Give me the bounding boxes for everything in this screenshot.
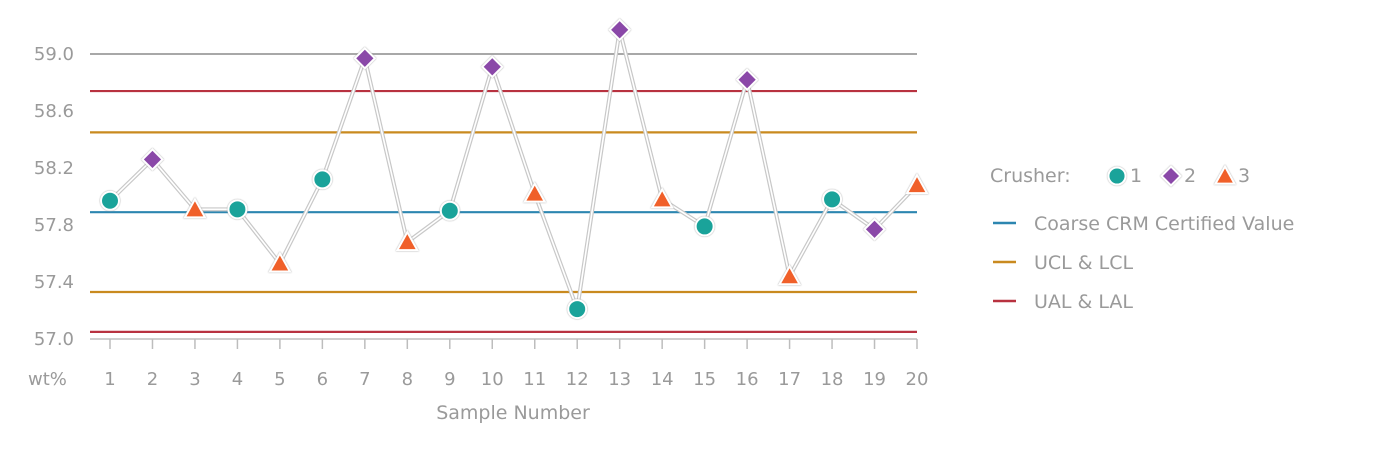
- data-line: [109, 28, 918, 310]
- x-tick-label: 14: [651, 369, 674, 390]
- data-point-sample-14: [650, 187, 674, 209]
- legend-crusher-label: 2: [1184, 165, 1196, 187]
- x-axis-title: Sample Number: [436, 402, 590, 424]
- x-tick-label: 17: [778, 369, 801, 390]
- x-tick-label: 4: [232, 369, 243, 390]
- legend-diamond-icon: [1160, 165, 1182, 187]
- reference-lines: [90, 89, 917, 333]
- data-point-sample-15: [694, 216, 715, 237]
- data-point-sample-16: [735, 68, 759, 92]
- data-point-sample-18: [822, 189, 843, 210]
- legend-line-items: Coarse CRM Certified Value UCL & LCL UAL &…: [993, 213, 1294, 313]
- data-point-sample-8: [395, 230, 420, 252]
- legend-triangle-icon: [1213, 164, 1237, 185]
- x-tick-label: 1: [104, 369, 115, 390]
- legend-crusher-title: Crusher:: [990, 165, 1071, 187]
- data-point-sample-6: [312, 169, 333, 190]
- legend-line-label: Coarse CRM Certified Value: [1034, 213, 1294, 235]
- x-tick-label: 2: [147, 369, 158, 390]
- legend-line-label: UCL & LCL: [1034, 252, 1134, 274]
- data-point-sample-19: [863, 217, 886, 241]
- data-point-sample-11: [523, 181, 547, 203]
- x-tick-label: 16: [736, 369, 759, 390]
- legend: Crusher: 1 2 3 Coarse CRM Certified Value U…: [990, 164, 1294, 313]
- data-point-sample-1: [100, 190, 120, 211]
- data-point-sample-2: [141, 148, 164, 171]
- legend-crusher-label: 3: [1238, 165, 1250, 187]
- x-tick-label: 9: [444, 369, 455, 390]
- x-axis-ticks: 1 2 3 4 5 6 7 8 9 10 11 12 13 14 15 16 17 18 19 20: [104, 339, 928, 390]
- x-tick-label: 10: [481, 369, 504, 390]
- data-point-sample-4: [227, 199, 248, 220]
- data-point-sample-17: [777, 264, 802, 286]
- x-tick-label: 13: [608, 369, 631, 390]
- y-axis-ticks: 57.0 57.4 57.8 58.2 58.6 59.0: [34, 44, 74, 350]
- data-markers: [100, 18, 929, 320]
- x-tick-label: 5: [274, 369, 285, 390]
- legend-crusher-items: 1 2 3: [1107, 164, 1250, 187]
- data-point-sample-7: [353, 46, 377, 70]
- x-tick-label: 19: [863, 369, 886, 390]
- x-tick-label: 8: [402, 369, 413, 390]
- x-tick-label: 15: [693, 369, 716, 390]
- data-point-sample-13: [608, 18, 632, 42]
- legend-circle-icon: [1107, 166, 1127, 186]
- y-tick-label: 57.4: [34, 272, 74, 293]
- data-line-outline: [108, 27, 919, 312]
- x-tick-label: 11: [523, 369, 546, 390]
- y-tick-label: 57.8: [34, 215, 74, 236]
- y-unit-label: wt%: [28, 369, 67, 390]
- legend-crusher-label: 1: [1130, 165, 1142, 187]
- x-tick-label: 20: [906, 369, 929, 390]
- data-point-sample-3: [183, 197, 207, 219]
- data-point-sample-20: [905, 173, 929, 195]
- x-tick-label: 18: [821, 369, 844, 390]
- x-tick-label: 12: [566, 369, 589, 390]
- x-tick-label: 3: [189, 369, 200, 390]
- data-series: [108, 27, 919, 312]
- data-point-sample-5: [268, 251, 292, 273]
- data-point-sample-12: [567, 299, 588, 320]
- axes: [90, 53, 917, 340]
- y-tick-label: 59.0: [34, 44, 74, 65]
- data-point-sample-10: [480, 55, 504, 79]
- data-point-sample-9: [439, 200, 460, 221]
- y-tick-label: 58.6: [34, 101, 74, 122]
- y-tick-label: 57.0: [34, 329, 74, 350]
- x-tick-label: 7: [359, 369, 370, 390]
- y-tick-label: 58.2: [34, 158, 74, 179]
- legend-line-label: UAL & LAL: [1034, 291, 1133, 313]
- x-tick-label: 6: [317, 369, 328, 390]
